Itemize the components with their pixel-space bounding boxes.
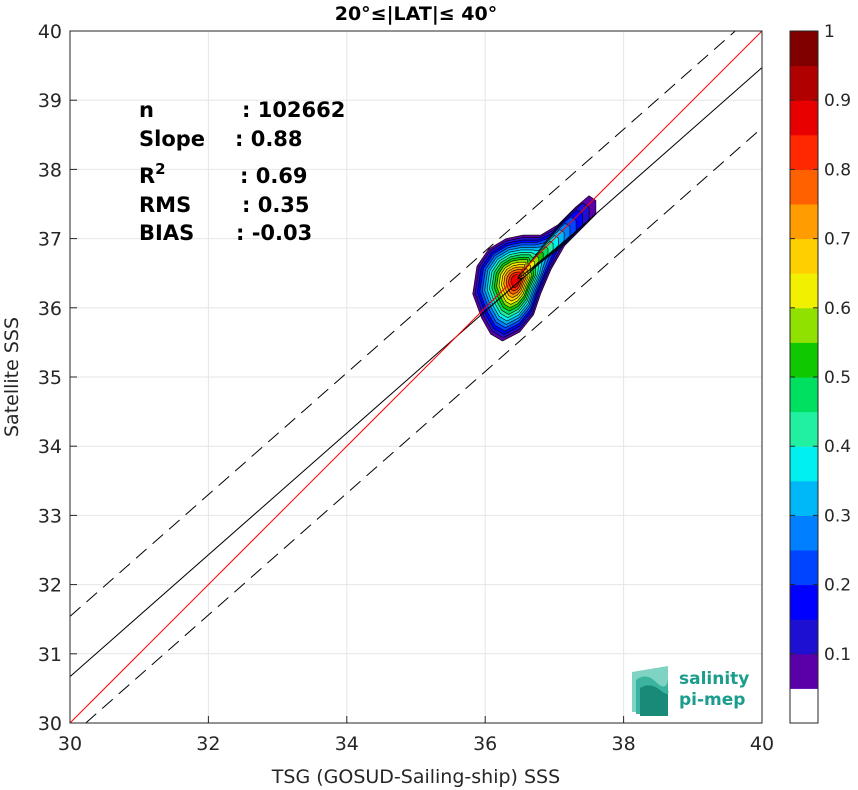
fit-lower-dashed-line [85, 127, 763, 724]
colorbar-swatch [790, 377, 818, 413]
x-tick-label: 30 [58, 733, 82, 755]
colorbar-swatch [790, 342, 818, 378]
y-tick-label: 30 [38, 713, 62, 735]
colorbar-swatch [790, 584, 818, 620]
x-tick-label: 32 [196, 733, 220, 755]
colorbar-tick-label: 0.7 [824, 230, 851, 250]
stat-value: : 102662 [242, 98, 345, 122]
x-tick-label: 34 [335, 733, 359, 755]
colorbar-swatch [790, 446, 818, 482]
wave-logo-icon [632, 666, 669, 716]
colorbar-swatch [790, 480, 818, 516]
salinity-pimep-logo: salinity pi-mep [632, 666, 749, 716]
colorbar-tick-label: 0.2 [824, 576, 851, 596]
stat-label: Slope [139, 127, 205, 151]
grid [70, 31, 762, 723]
colorbar-tick-label: 0.5 [824, 368, 851, 388]
stat-label: RMS [139, 193, 191, 217]
y-axis-label: Satellite SSS [1, 317, 23, 437]
stat-label: BIAS [139, 221, 194, 245]
colorbar-swatch [790, 307, 818, 343]
x-tick-label: 36 [473, 733, 497, 755]
y-tick-label: 38 [38, 159, 62, 181]
x-axis-label: TSG (GOSUD-Sailing-ship) SSS [271, 766, 560, 788]
colorbar-swatch [790, 550, 818, 586]
y-tick-label: 31 [38, 644, 62, 666]
contour-level [510, 274, 522, 289]
y-tick-label: 34 [38, 436, 62, 458]
colorbar-swatch [790, 273, 818, 309]
stats-box: n : 102662 Slope : 0.88 R2 : 0.69 RMS : 0.35 BIA… [139, 98, 345, 245]
y-tick-label: 40 [38, 21, 62, 43]
colorbar-swatch [790, 688, 818, 724]
y-tick-label: 33 [38, 505, 62, 527]
logo-line1: salinity [679, 669, 749, 689]
y-tick-label: 36 [38, 298, 62, 320]
y-tick-label: 39 [38, 90, 62, 112]
colorbar: 0.1 0.2 0.3 0.4 0.5 0.6 0.7 0.8 0.9 1 [789, 22, 851, 724]
stat-label: n [139, 98, 154, 122]
x-tick-label: 38 [612, 733, 636, 755]
colorbar-tick-label: 0.3 [824, 506, 851, 526]
regression-lines [69, 30, 763, 724]
fit-line [69, 67, 763, 678]
colorbar-swatch [790, 65, 818, 101]
colorbar-swatch [790, 515, 818, 551]
y-tick-label: 35 [38, 367, 62, 389]
stat-value: : -0.03 [236, 221, 312, 245]
colorbar-swatch [790, 169, 818, 205]
colorbar-swatch [790, 653, 818, 689]
x-tick-label: 40 [750, 733, 774, 755]
logo-line2: pi-mep [679, 690, 745, 710]
colorbar-tick-label: 1 [824, 22, 835, 42]
colorbar-tick-label: 0.6 [824, 299, 851, 319]
stat-value: : 0.88 [235, 127, 303, 151]
colorbar-tick-label: 0.1 [824, 645, 851, 665]
identity-line [69, 30, 763, 724]
stat-value: : 0.35 [242, 193, 310, 217]
colorbar-tick-label: 0.9 [824, 91, 851, 111]
colorbar-tick-label: 0.8 [824, 160, 851, 180]
axis-ticks: 30 32 34 36 38 40 30 31 32 33 34 35 36 37 38 39 40 [38, 21, 774, 755]
colorbar-swatch [790, 100, 818, 136]
chart-title: 20°≤|LAT|≤ 40° [335, 3, 498, 25]
colorbar-swatch [790, 134, 818, 170]
colorbar-swatch [790, 238, 818, 274]
y-tick-label: 37 [38, 229, 62, 251]
colorbar-swatch [790, 411, 818, 447]
colorbar-swatch [790, 204, 818, 240]
stat-label: R2 [139, 160, 166, 188]
colorbar-tick-label: 0.4 [824, 437, 851, 457]
colorbar-swatch [790, 619, 818, 655]
fit-upper-dashed-line [69, 30, 736, 617]
stat-value: : 0.69 [240, 164, 308, 188]
colorbar-swatch [790, 31, 818, 67]
y-tick-label: 32 [38, 575, 62, 597]
